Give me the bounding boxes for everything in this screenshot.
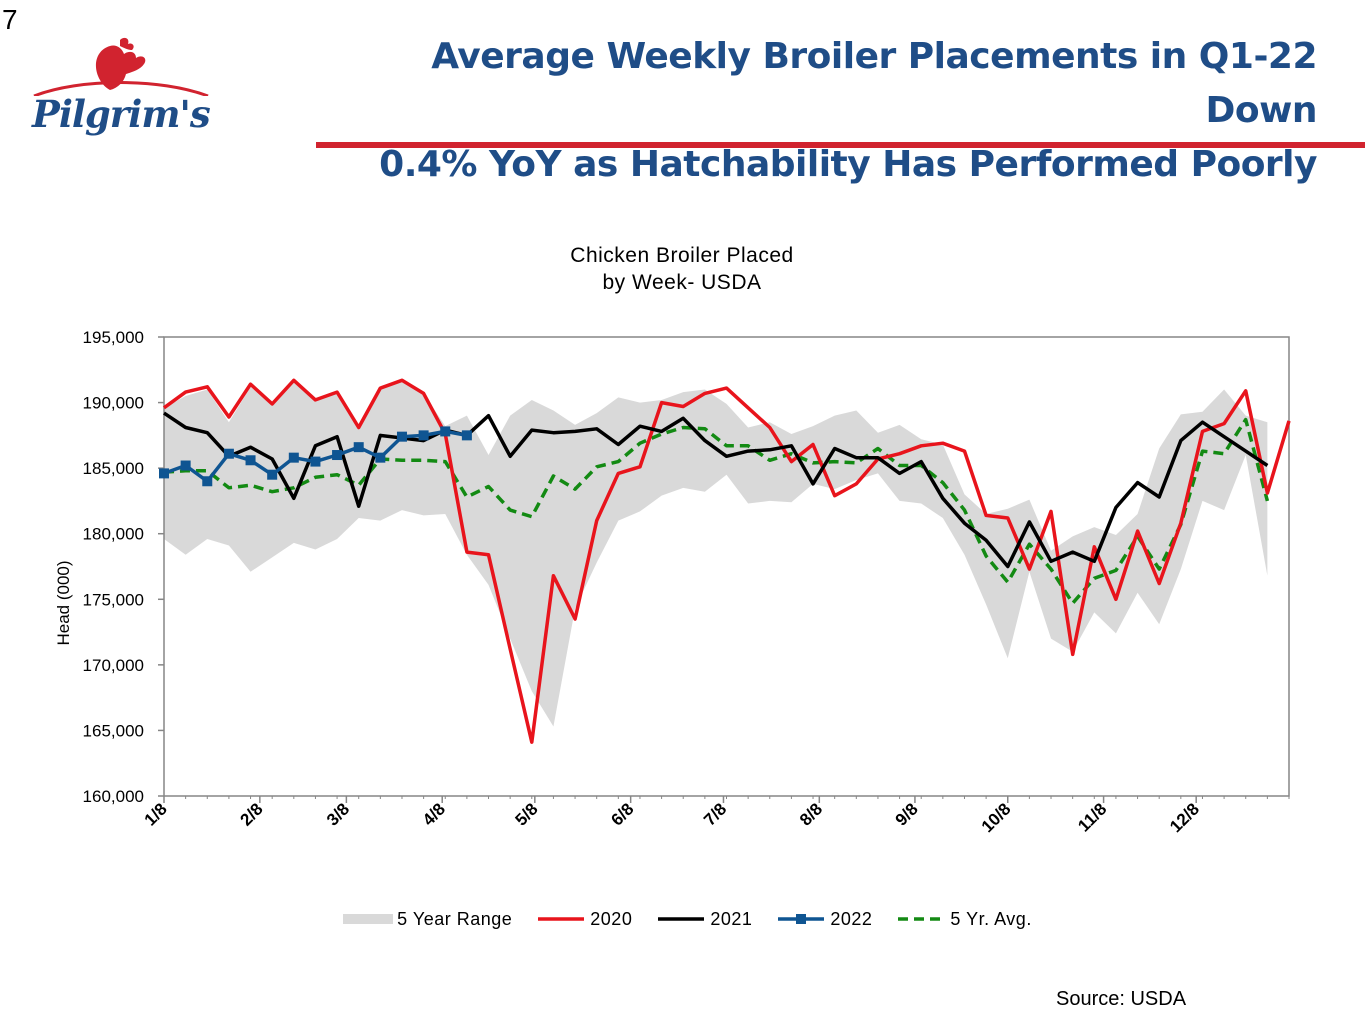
y-tick-label: 185,000 [83,459,144,478]
series-2022-marker [159,468,169,479]
legend-item: 5 Yr. Avg. [896,906,1031,932]
chart-title: Chicken Broiler Placed by Week- USDA [482,242,882,296]
legend-swatch [898,917,945,921]
legend-item: 2022 [776,906,872,932]
slide-title: Average Weekly Broiler Placements in Q1-… [317,30,1317,192]
y-tick-label: 175,000 [83,590,144,609]
legend-label: 5 Yr. Avg. [950,908,1032,929]
x-tick-label: 7/8 [700,799,730,829]
legend-item: 2020 [536,906,632,932]
legend-label: 2022 [830,908,873,929]
x-tick-label: 12/8 [1166,799,1203,836]
x-tick-label: 1/8 [141,799,171,829]
series-2022-marker [223,448,234,459]
chart-legend: 5 Year Range 2020 2021 2022 5 Yr. Avg. [0,906,1365,932]
legend-label: 5 Year Range [397,908,513,929]
series-2022-marker [202,476,213,487]
legend-swatch [778,914,825,924]
series-2022-marker [461,430,472,441]
title-underline [316,142,1365,148]
series-2021-line [163,411,1269,569]
y-tick-label: 195,000 [83,328,144,347]
y-tick-label: 180,000 [83,525,144,544]
y-tick-label: 165,000 [83,721,144,740]
x-tick-label: 6/8 [607,799,637,829]
x-tick-label: 11/8 [1074,799,1110,835]
legend-label: 2021 [710,908,753,929]
series-2022-marker [353,442,364,453]
series-2022-marker [332,450,343,461]
x-tick-label: 2/8 [237,799,267,829]
legend-swatch [658,917,705,921]
series-2022-marker [418,430,429,441]
x-tick-label: 4/8 [419,799,449,829]
legend-item: 5 Year Range [343,906,512,932]
x-tick-label: 10/8 [978,799,1015,836]
legend-swatch [538,917,585,921]
pilgrims-logo: Pilgrim's [30,36,211,146]
chart-title-line: by Week- USDA [602,271,762,294]
series-2022-marker [267,469,278,480]
x-tick-label: 5/8 [511,799,541,829]
x-tick-label: 8/8 [796,799,826,829]
x-tick-label: 3/8 [323,799,353,829]
slide-number: 7 [2,4,18,35]
logo-wordmark: Pilgrim's [32,92,211,136]
series-2022-marker [440,426,451,437]
slide-title-line: 0.4% YoY as Hatchability Has Performed P… [379,144,1317,185]
five-year-range-band [164,378,1268,727]
series-2022-marker [396,431,407,442]
x-tick-label: 9/8 [892,799,922,829]
series-2022-marker [245,455,256,466]
chart-title-line: Chicken Broiler Placed [570,244,794,267]
series-2022-marker [310,456,321,467]
y-tick-label: 160,000 [83,787,144,806]
legend-label: 2020 [590,908,633,929]
y-tick-label: 190,000 [83,394,144,413]
series-2020-line [162,378,1291,744]
series-2022-marker [288,452,299,463]
legend-item: 2021 [656,906,752,932]
source-note: Source: USDA [1056,988,1187,1010]
y-tick-label: 170,000 [83,656,144,675]
slide-title-line: Average Weekly Broiler Placements in Q1-… [431,36,1317,131]
rooster-icon [33,37,209,98]
series-2022-marker [375,452,386,463]
legend-swatch [343,914,394,924]
series-5yr-avg-line [163,417,1270,605]
series-2022-marker [180,460,191,471]
